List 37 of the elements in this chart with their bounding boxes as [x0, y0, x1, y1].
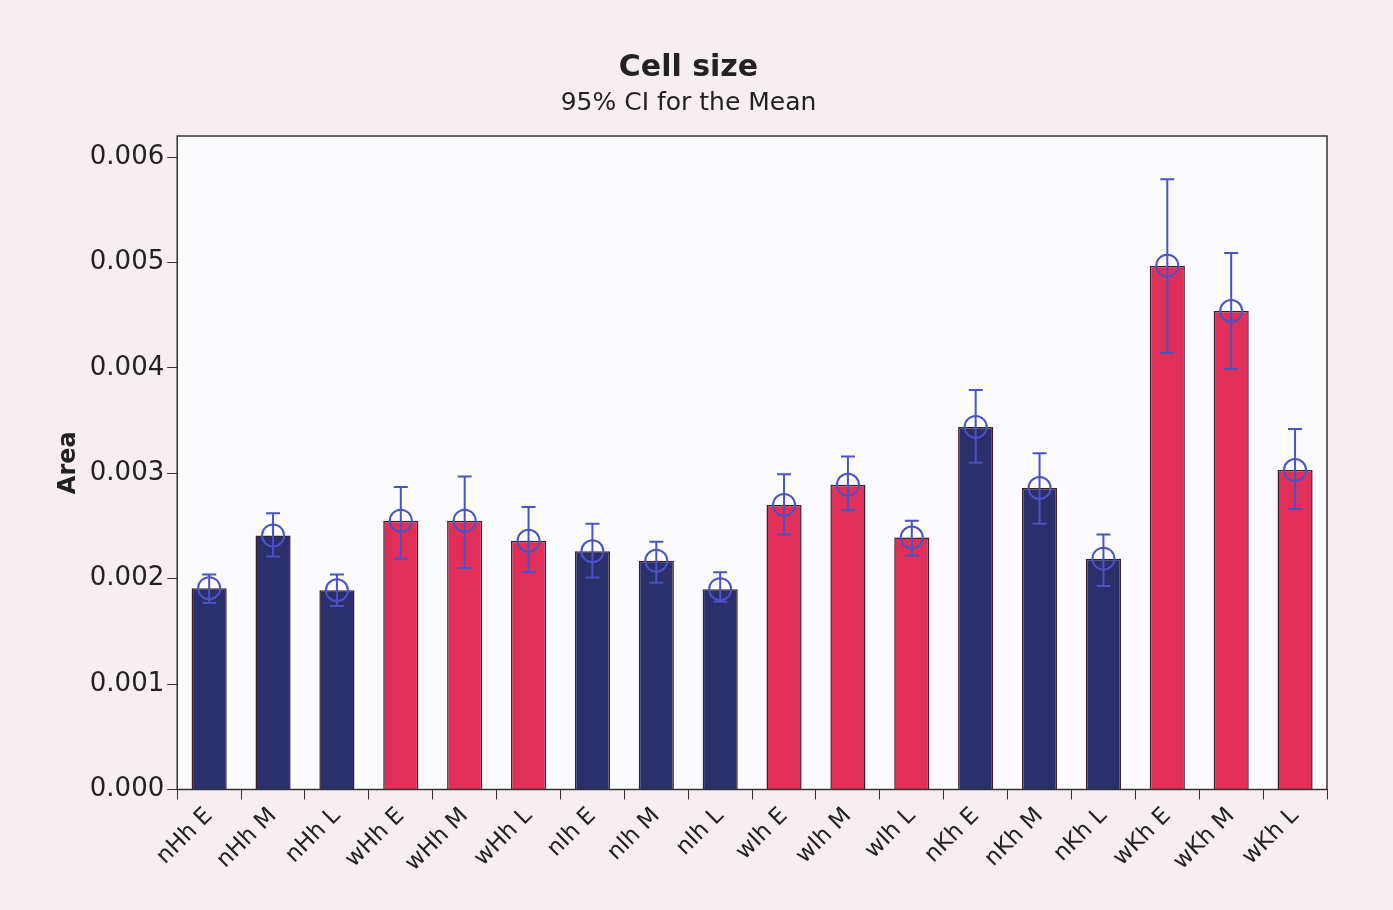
x-tick-label: wKh L	[1235, 801, 1303, 869]
point	[261, 523, 286, 548]
x-tick-label: nIh L	[669, 801, 729, 860]
point	[708, 577, 733, 602]
x-tick-label: wIh M	[789, 801, 856, 868]
y-tick-label: 0.006	[89, 139, 165, 170]
x-tick-label: nHh L	[279, 801, 345, 868]
y-axis-title: Area	[52, 431, 81, 495]
point	[388, 508, 413, 533]
point	[1283, 458, 1308, 483]
point	[1219, 298, 1244, 323]
y-tick-label: 0.000	[89, 772, 165, 803]
point	[963, 414, 988, 439]
point	[452, 508, 477, 533]
chart-subtitle: 95% CI for the Mean	[560, 86, 817, 116]
y-tick-label: 0.004	[89, 350, 165, 381]
y-tick-label: 0.005	[89, 245, 165, 276]
chart-title: Cell size	[618, 47, 759, 83]
x-tick-label: nIh M	[601, 801, 665, 865]
y-tick-label: 0.001	[89, 666, 165, 697]
point	[1155, 253, 1180, 278]
point	[324, 578, 349, 603]
point	[580, 539, 605, 564]
point	[1027, 476, 1052, 501]
point	[644, 548, 669, 573]
x-tick-label: nIh E	[540, 801, 601, 861]
x-tick-label: nKh L	[1047, 801, 1112, 866]
x-tick-label: nHh E	[150, 801, 217, 869]
point	[899, 525, 924, 550]
point	[516, 528, 541, 553]
point	[1091, 546, 1116, 571]
point	[835, 472, 860, 497]
x-tick-label: wIh E	[729, 801, 792, 864]
y-tick-label: 0.003	[89, 456, 165, 487]
point	[772, 492, 797, 517]
y-tick-label: 0.002	[89, 561, 165, 592]
x-tick-label: wIh L	[858, 801, 920, 863]
